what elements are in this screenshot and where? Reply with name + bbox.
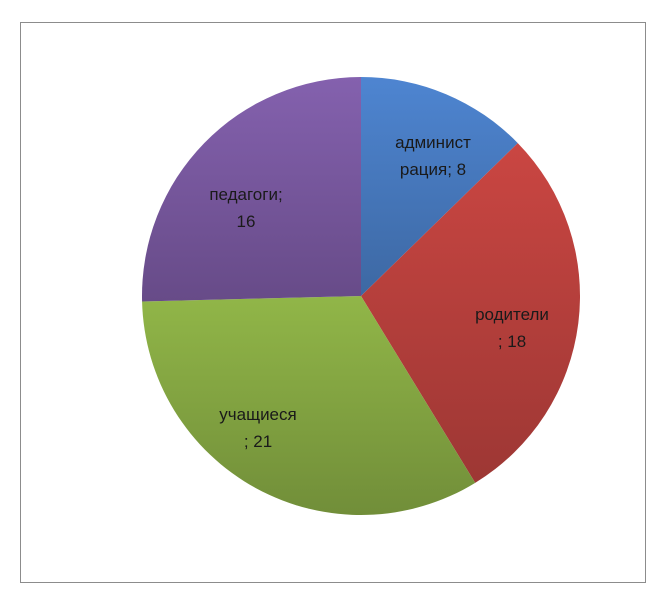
pie-slice-3 (142, 296, 476, 515)
pie-slice-1 (361, 77, 518, 296)
slice-label-3: учащиеся; 21 (219, 405, 296, 451)
slice-label-1: админист рация; 8 (395, 133, 471, 179)
pie-slices (142, 77, 580, 515)
slice-labels: админист рация; 8 родители; 18 учащиеся; 21… (209, 133, 549, 451)
slice-label-4: педагоги; 16 (209, 185, 282, 231)
slice-label-2: родители; 18 (475, 305, 549, 351)
pie-slice-2 (361, 143, 580, 483)
pie-slice-4 (142, 77, 361, 302)
